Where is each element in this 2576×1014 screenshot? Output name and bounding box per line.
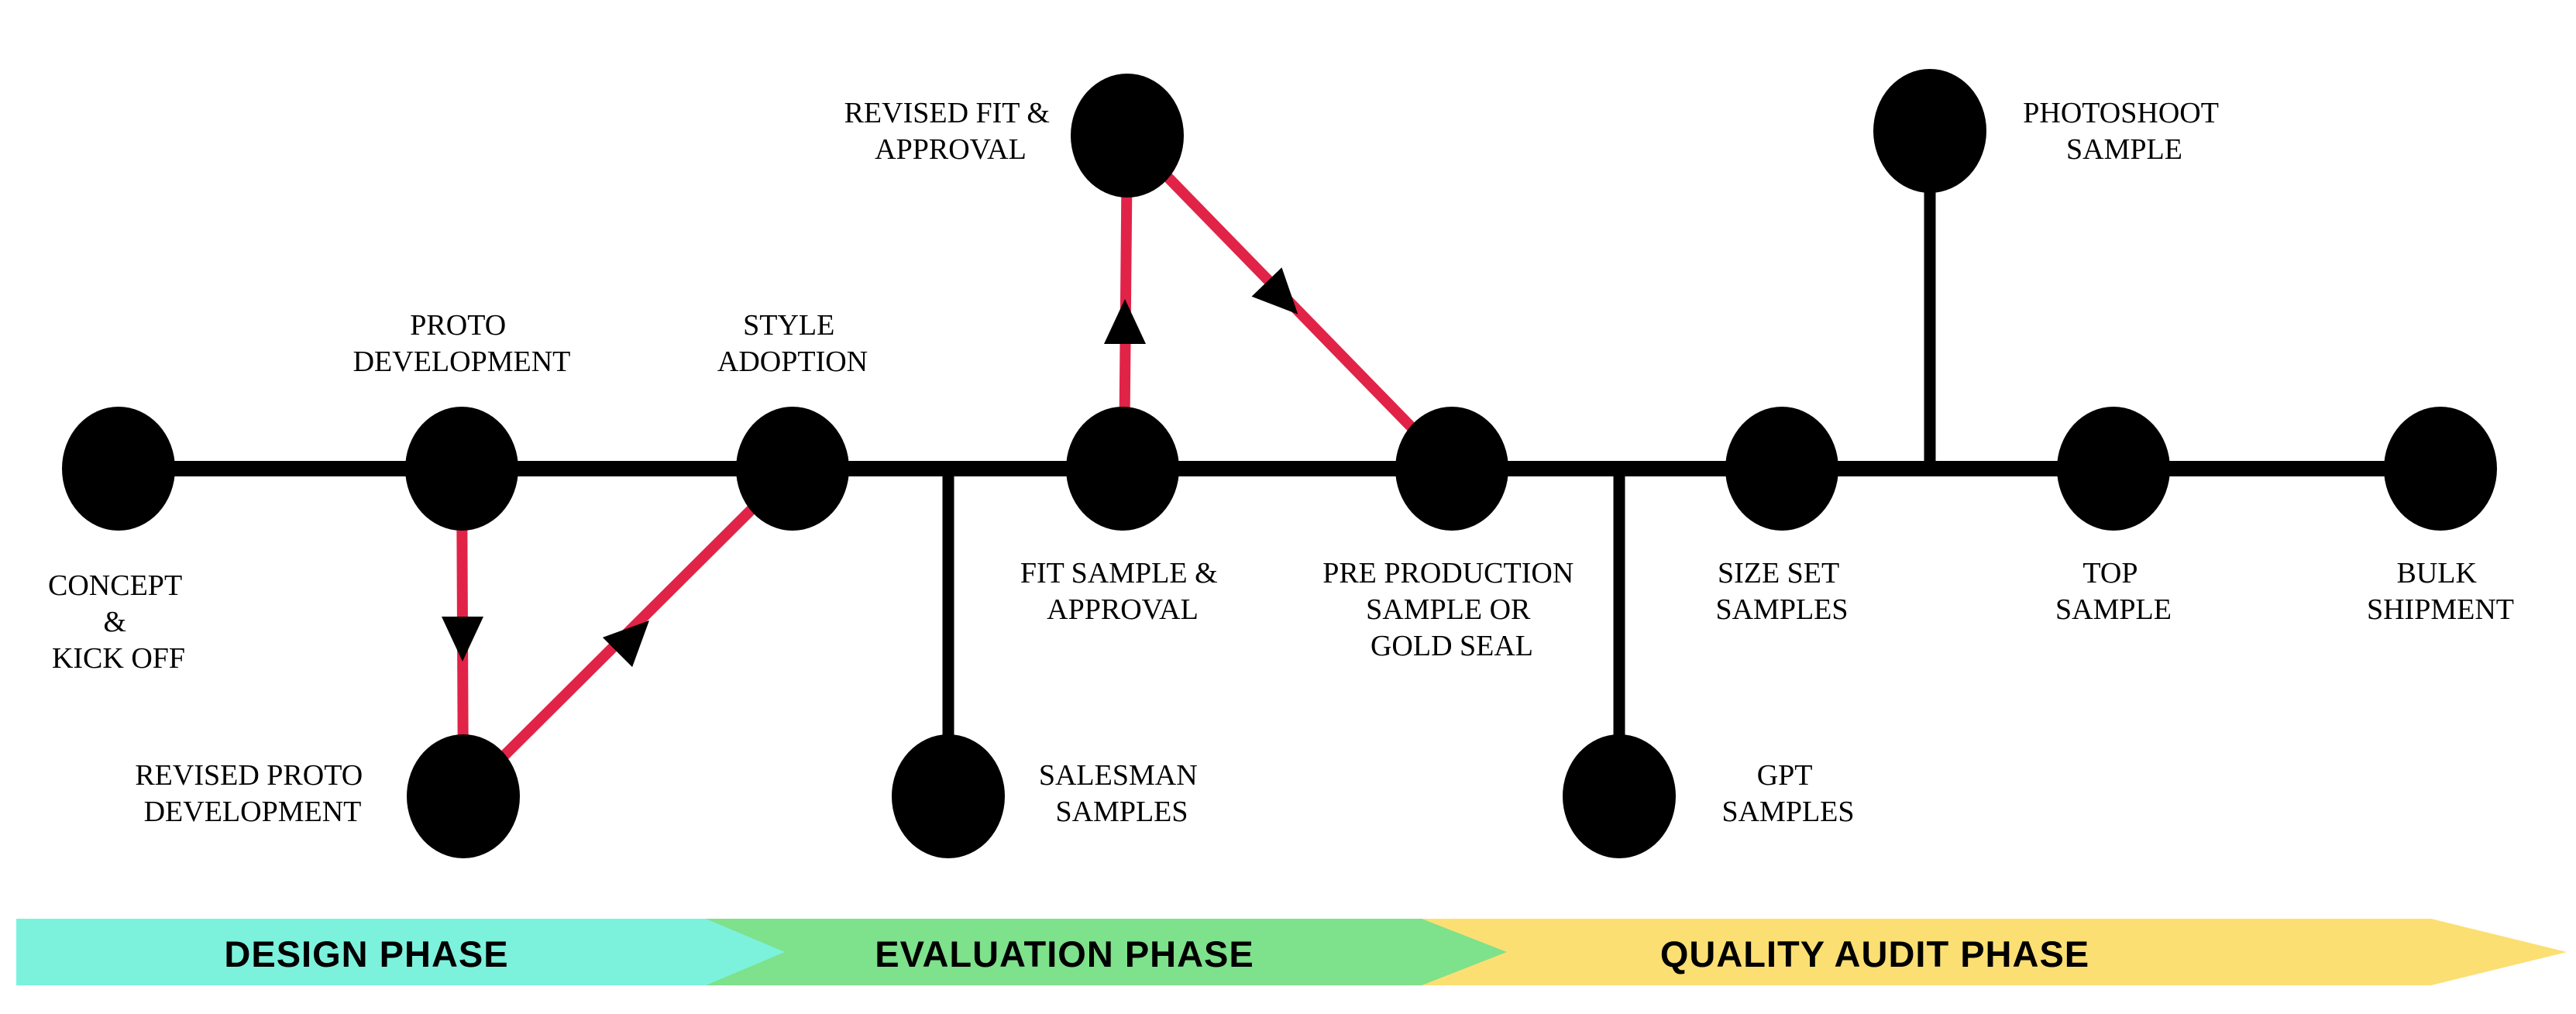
label-concept: CONCEPT & KICK OFF xyxy=(48,569,189,675)
label-gpt: GPT SAMPLES xyxy=(1721,759,1854,828)
label-line: REVISED FIT & xyxy=(844,97,1050,129)
node-proto xyxy=(405,407,518,531)
label-line: GPT xyxy=(1757,759,1813,792)
label-line: PRE PRODUCTION xyxy=(1322,557,1573,589)
label-line: SAMPLES xyxy=(1721,796,1854,828)
label-line: APPROVAL xyxy=(875,133,1027,166)
label-line: SAMPLE OR xyxy=(1366,593,1531,626)
label-line: ADOPTION xyxy=(717,345,868,378)
label-line: STYLE xyxy=(743,309,834,342)
label-salesman: SALESMAN SAMPLES xyxy=(1039,759,1205,828)
node-concept xyxy=(62,407,175,531)
arrow-down-right-icon xyxy=(1251,267,1298,315)
label-photoshoot: PHOTOSHOOT SAMPLE xyxy=(2023,97,2225,166)
label-line: & xyxy=(103,606,126,638)
phase-label-quality-audit: QUALITY AUDIT PHASE xyxy=(1660,933,2089,974)
label-line: SAMPLES xyxy=(1055,796,1188,828)
label-line: SHIPMENT xyxy=(2367,593,2514,626)
label-line: FIT SAMPLE & xyxy=(1020,557,1218,589)
node-photoshoot xyxy=(1873,69,1986,193)
label-fit: FIT SAMPLE & APPROVAL xyxy=(1020,557,1225,626)
phase-banner-quality-audit xyxy=(1422,919,2567,985)
label-line: GOLD SEAL xyxy=(1371,630,1533,662)
node-sizeset xyxy=(1725,407,1838,531)
label-proto: PROTO DEVELOPMENT xyxy=(353,309,571,378)
label-line: TOP xyxy=(2082,557,2137,589)
arrow-down-icon xyxy=(442,617,483,662)
label-line: CONCEPT xyxy=(48,569,182,602)
node-revised-fit xyxy=(1071,74,1184,198)
node-revised-proto xyxy=(407,734,520,858)
label-sizeset: SIZE SET SAMPLES xyxy=(1715,557,1848,626)
label-line: DEVELOPMENT xyxy=(144,796,362,828)
node-preprod xyxy=(1395,407,1508,531)
label-bulk: BULK SHIPMENT xyxy=(2367,557,2514,626)
label-style: STYLE ADOPTION xyxy=(717,309,868,378)
phase-label-evaluation: EVALUATION PHASE xyxy=(875,933,1254,974)
node-style xyxy=(736,407,849,531)
label-top: TOP SAMPLE xyxy=(2055,557,2172,626)
node-bulk xyxy=(2384,407,2497,531)
phase-banner-design xyxy=(16,919,785,985)
label-line: DEVELOPMENT xyxy=(353,345,571,378)
arrow-up-icon xyxy=(1104,299,1146,344)
label-revised-fit: REVISED FIT & APPROVAL xyxy=(844,97,1058,166)
label-line: SIZE SET xyxy=(1718,557,1839,589)
label-line: REVISED PROTO xyxy=(135,759,363,792)
node-top xyxy=(2057,407,2170,531)
label-line: KICK OFF xyxy=(52,642,185,675)
node-gpt xyxy=(1563,734,1676,858)
label-revised-proto: REVISED PROTO DEVELOPMENT xyxy=(135,759,370,828)
label-line: BULK xyxy=(2397,557,2478,589)
arrow-up-right-icon xyxy=(602,620,650,668)
label-line: SAMPLE xyxy=(2066,133,2182,166)
label-line: SALESMAN xyxy=(1039,759,1198,792)
phase-banner-evaluation xyxy=(706,919,1507,985)
node-salesman xyxy=(892,734,1005,858)
label-line: PHOTOSHOOT xyxy=(2023,97,2218,129)
label-line: SAMPLE xyxy=(2055,593,2172,626)
label-preprod: PRE PRODUCTION SAMPLE OR GOLD SEAL xyxy=(1322,557,1581,662)
label-line: SAMPLES xyxy=(1715,593,1848,626)
phase-label-design: DESIGN PHASE xyxy=(224,933,508,974)
label-line: APPROVAL xyxy=(1047,593,1199,626)
label-line: PROTO xyxy=(410,309,506,342)
node-fit xyxy=(1066,407,1179,531)
